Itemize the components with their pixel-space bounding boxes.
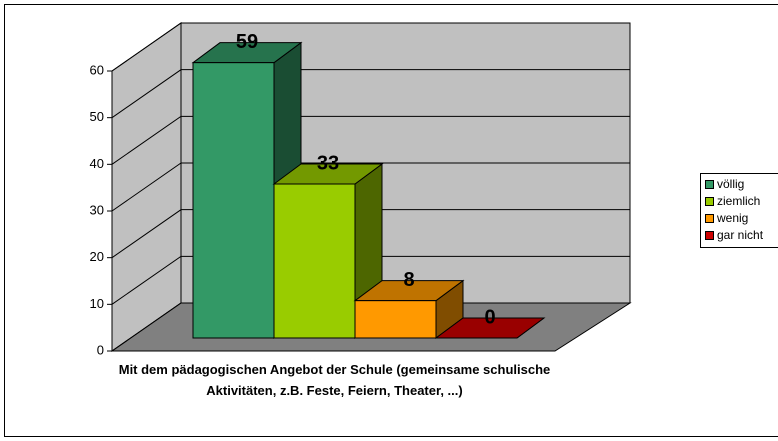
- grid-line: [111, 69, 630, 119]
- legend-swatch: [705, 180, 714, 189]
- bar: [273, 183, 356, 339]
- grid-line: [111, 162, 630, 212]
- legend-label: gar nicht: [717, 228, 764, 242]
- y-tick-label: 60: [90, 62, 104, 77]
- grid-line: [111, 115, 630, 165]
- bar: [192, 62, 275, 339]
- y-tick-label: 20: [90, 249, 104, 264]
- data-label: 0: [484, 306, 495, 328]
- legend-swatch: [705, 231, 714, 240]
- y-tick-label: 0: [97, 342, 104, 357]
- legend-label: wenig: [716, 211, 748, 225]
- grid-line: [111, 209, 630, 259]
- data-label: 59: [236, 31, 258, 53]
- grid-line: [111, 302, 630, 352]
- grid-line: [111, 255, 630, 305]
- y-tick-label: 30: [90, 202, 104, 217]
- legend-swatch: [705, 214, 714, 223]
- y-tick-label: 50: [90, 109, 104, 124]
- bar: [354, 300, 437, 339]
- category-label: Mit dem pädagogischen Angebot der Schule…: [118, 362, 551, 398]
- data-label: 33: [317, 152, 339, 174]
- data-label: 8: [403, 269, 414, 291]
- y-tick-label: 10: [90, 296, 104, 311]
- legend-swatch: [705, 197, 714, 206]
- legend-label: völlig: [717, 177, 744, 191]
- y-tick-label: 40: [90, 156, 104, 171]
- grid-line: [111, 22, 630, 72]
- bar-top: [434, 317, 546, 339]
- legend-label: ziemlich: [717, 194, 760, 208]
